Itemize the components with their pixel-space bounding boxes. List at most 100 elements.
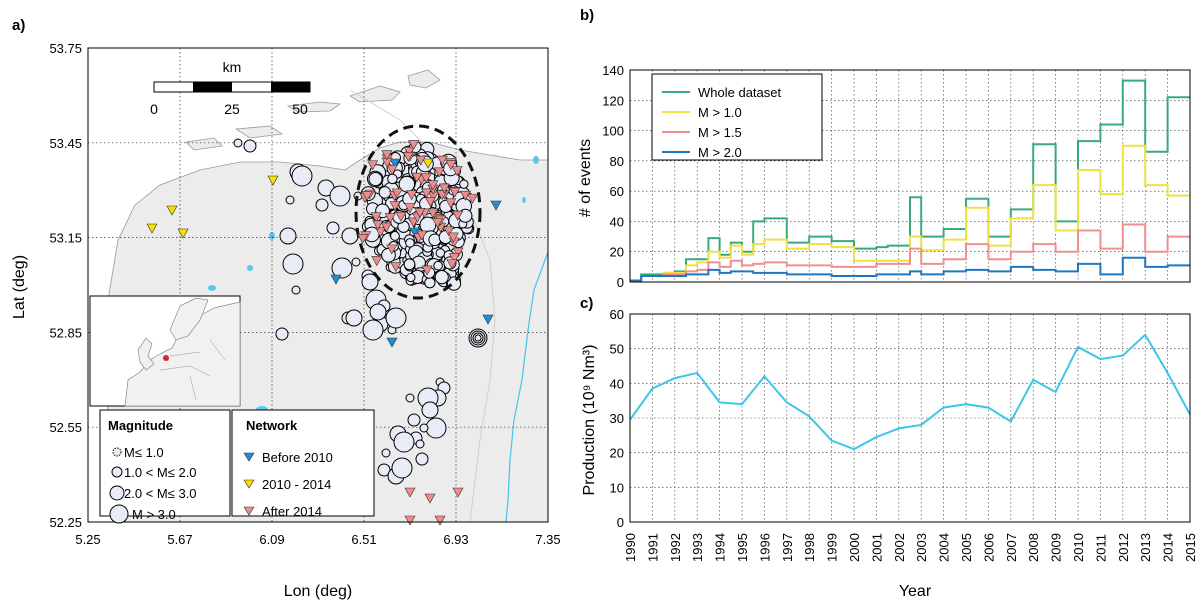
station-marker	[424, 197, 436, 208]
station-marker	[389, 201, 401, 212]
event-marker	[387, 173, 398, 185]
station-marker	[445, 160, 457, 171]
map-ytick-label: 52.25	[49, 515, 82, 530]
station-marker	[432, 218, 444, 229]
station-marker	[438, 183, 450, 194]
year-tick-label: 1995	[735, 533, 750, 562]
map-ytick-label: 53.45	[49, 136, 82, 151]
station-marker	[433, 167, 445, 178]
year-tick-label: 2005	[959, 533, 974, 562]
event-marker	[425, 417, 447, 439]
year-tick-label: 2009	[1049, 533, 1064, 562]
production-chart: 0 10 20 30 40 50 60 1990 1991 1992 1993 1994 1995 199…	[610, 307, 1198, 562]
year-tick-label: 1998	[802, 533, 817, 562]
events-ytick-label: 0	[617, 275, 624, 290]
station-marker	[402, 151, 414, 162]
production-ytick-label: 60	[610, 307, 624, 322]
production-ytick-label: 0	[617, 515, 624, 530]
event-marker	[282, 253, 304, 275]
event-marker	[291, 165, 313, 187]
year-tick-label: 2013	[1138, 533, 1153, 562]
wadden-island-4	[234, 125, 284, 139]
map-frame	[87, 47, 549, 523]
river	[505, 251, 548, 522]
station-marker	[386, 165, 398, 175]
event-marker	[405, 393, 415, 403]
production-ytick-label: 10	[610, 480, 624, 495]
production-line-0	[629, 333, 1191, 451]
legend-label-m1: M > 1.0	[698, 105, 742, 120]
event-marker	[406, 272, 416, 283]
network-marker-after-2014	[243, 506, 255, 516]
year-tick-label: 2000	[847, 533, 862, 562]
station-marker	[407, 217, 419, 228]
station-marker	[146, 223, 158, 234]
event-marker	[243, 139, 257, 153]
year-tick-label: 1992	[668, 533, 683, 562]
event-marker	[315, 198, 329, 212]
station-marker	[490, 200, 502, 211]
event-marker	[369, 303, 387, 321]
station-marker	[434, 515, 446, 526]
network-item-3: After 2014	[262, 504, 322, 519]
map-xlabel: Lon (deg)	[284, 583, 353, 600]
event-marker	[393, 431, 415, 453]
network-item-1: Before 2010	[262, 450, 333, 465]
event-marker	[345, 309, 363, 327]
wadden-island-1	[286, 101, 342, 113]
station-marker	[404, 487, 416, 498]
station-marker	[372, 220, 384, 231]
station-marker	[406, 190, 418, 201]
scale-label-50: 50	[292, 101, 308, 117]
station-marker	[414, 208, 426, 218]
station-marker	[452, 210, 464, 221]
event-marker	[329, 185, 351, 207]
event-marker	[361, 273, 379, 291]
magnitude-item-2: 1.0 < M≤ 2.0	[124, 465, 197, 480]
events-ytick-label: 60	[610, 184, 624, 199]
panel-label-b: b)	[580, 7, 594, 24]
station-marker	[420, 173, 432, 184]
station-marker	[389, 158, 401, 169]
production-ytick-label: 20	[610, 446, 624, 461]
event-marker	[326, 221, 340, 235]
events-ytick-label: 120	[602, 93, 624, 108]
station-marker	[404, 203, 416, 214]
production-ytick-label: 50	[610, 342, 624, 357]
event-marker	[403, 258, 416, 271]
year-tick-label: 2002	[892, 533, 907, 562]
network-marker-before-2010	[243, 452, 255, 462]
station-marker	[447, 232, 459, 243]
event-marker	[279, 227, 297, 245]
event-marker	[415, 452, 429, 466]
year-tick-label: 2014	[1161, 533, 1176, 562]
event-marker	[368, 172, 383, 187]
year-tick-label: 1991	[645, 533, 660, 562]
station-marker	[386, 337, 398, 348]
event-marker	[390, 231, 400, 241]
event-marker	[381, 448, 391, 458]
station-marker	[443, 226, 455, 237]
legend-label-whole: Whole dataset	[698, 85, 781, 100]
event-marker	[362, 319, 384, 341]
map-ticks: 5.25 5.67 6.09 6.51 6.93 7.35 53.75 53.45 53.15 5…	[49, 41, 560, 547]
events-ytick-label: 140	[602, 63, 624, 78]
station-marker	[395, 211, 407, 222]
station-marker	[391, 188, 403, 199]
station-marker	[422, 158, 434, 169]
network-item-2: 2010 - 2014	[262, 477, 331, 492]
year-tick-label: 2008	[1026, 533, 1041, 562]
production-ylabel: Production (10⁹ Nm³)	[581, 345, 598, 496]
event-marker	[405, 238, 415, 248]
station-marker	[459, 190, 471, 201]
event-marker	[285, 195, 295, 205]
event-marker	[385, 307, 407, 329]
year-tick-label: 1996	[757, 533, 772, 562]
station-marker	[367, 160, 379, 171]
year-tick-label: 2007	[1004, 533, 1019, 562]
year-tick-label: 1999	[825, 533, 840, 562]
events-frame	[629, 69, 1191, 283]
year-tick-label: 2012	[1116, 533, 1131, 562]
scale-label-0: 0	[150, 101, 158, 117]
